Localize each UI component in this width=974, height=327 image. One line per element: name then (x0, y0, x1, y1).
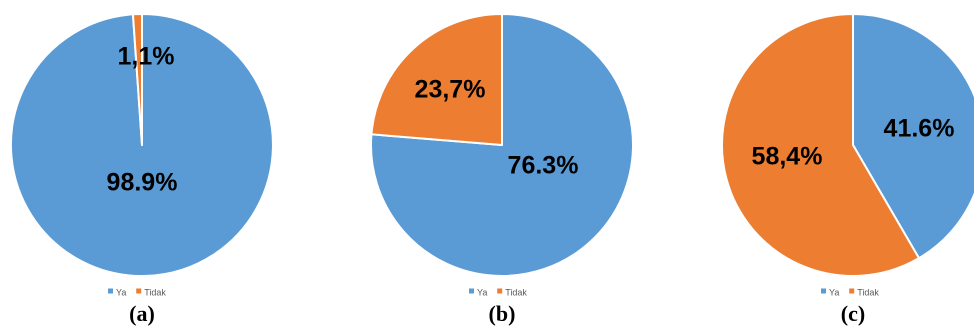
data-label-ya: 98.9% (107, 169, 178, 197)
pie-chart-3: 41.6% 58,4% Ya Tidak (c) (720, 13, 974, 326)
pie-chart-2: 76.3% 23,7% Ya Tidak (b) (370, 13, 634, 326)
pie-slice-ya (370, 13, 634, 277)
pie-chart-1: 98.9% 1,1% Ya Tidak (a) (9, 12, 274, 326)
chart-caption: (b) (489, 301, 516, 326)
pie-slice-tidak (720, 13, 920, 277)
legend-swatch-tidak (849, 288, 855, 294)
pie-slice-ya (852, 13, 974, 260)
chart-caption: (c) (841, 301, 865, 326)
pie-slice-tidak (370, 13, 503, 146)
data-label-tidak: 23,7% (415, 76, 486, 104)
legend-swatch-ya (108, 288, 113, 294)
legend-label-tidak: Tidak (505, 287, 527, 297)
legend: Ya Tidak (821, 287, 879, 297)
data-label-tidak: 1,1% (118, 43, 175, 71)
legend-swatch-tidak (497, 288, 503, 294)
legend-swatch-ya (469, 288, 474, 294)
legend-label-ya: Ya (829, 287, 839, 297)
pie-slice-tidak (131, 12, 143, 146)
data-label-ya: 76.3% (508, 152, 579, 180)
legend: Ya Tidak (469, 287, 527, 297)
legend-swatch-tidak (136, 288, 142, 294)
legend-label-tidak: Tidak (857, 287, 879, 297)
legend-label-ya: Ya (116, 287, 126, 297)
legend-label-ya: Ya (477, 287, 487, 297)
legend: Ya Tidak (108, 287, 166, 297)
data-label-ya: 41.6% (884, 115, 955, 143)
data-label-tidak: 58,4% (752, 143, 823, 171)
chart-caption: (a) (129, 301, 155, 326)
legend-swatch-ya (821, 288, 826, 294)
legend-label-tidak: Tidak (144, 287, 166, 297)
